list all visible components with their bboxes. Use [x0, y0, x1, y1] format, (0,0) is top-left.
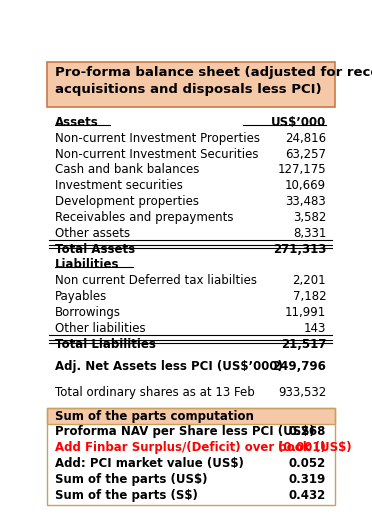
Text: Other liabilities: Other liabilities	[55, 322, 146, 335]
Text: Sum of the parts (US$): Sum of the parts (US$)	[55, 473, 208, 486]
Text: 127,175: 127,175	[278, 163, 326, 176]
Text: Sum of the parts computation: Sum of the parts computation	[55, 410, 254, 424]
Text: Total ordinary shares as at 13 Feb: Total ordinary shares as at 13 Feb	[55, 386, 255, 399]
FancyBboxPatch shape	[46, 62, 335, 107]
Text: US$’000: US$’000	[271, 116, 326, 129]
Text: Adj. Net Assets less PCI (US$’000): Adj. Net Assets less PCI (US$’000)	[55, 360, 283, 374]
Text: Proforma NAV per Share less PCI (US$): Proforma NAV per Share less PCI (US$)	[55, 426, 315, 438]
Text: 21,517: 21,517	[281, 338, 326, 351]
Text: 271,313: 271,313	[273, 243, 326, 255]
Text: 63,257: 63,257	[285, 148, 326, 160]
Text: Pro-forma balance sheet (adjusted for recent
acquisitions and disposals less PCI: Pro-forma balance sheet (adjusted for re…	[55, 66, 372, 96]
Text: 249,796: 249,796	[272, 360, 326, 374]
Text: Non current Deferred tax liabilties: Non current Deferred tax liabilties	[55, 274, 257, 287]
Text: (0.001): (0.001)	[278, 441, 326, 454]
Text: 8,331: 8,331	[293, 227, 326, 240]
Text: Liabilities: Liabilities	[55, 259, 120, 271]
Text: 2,201: 2,201	[292, 274, 326, 287]
Text: Payables: Payables	[55, 290, 108, 303]
FancyBboxPatch shape	[46, 408, 335, 424]
Text: Cash and bank balances: Cash and bank balances	[55, 163, 199, 176]
Text: 143: 143	[304, 322, 326, 335]
Text: 7,182: 7,182	[292, 290, 326, 303]
Text: 0.432: 0.432	[289, 489, 326, 502]
Text: 933,532: 933,532	[278, 386, 326, 399]
Text: 11,991: 11,991	[285, 306, 326, 319]
Text: Development properties: Development properties	[55, 195, 199, 208]
Text: 10,669: 10,669	[285, 179, 326, 192]
Text: Borrowings: Borrowings	[55, 306, 121, 319]
Text: 24,816: 24,816	[285, 132, 326, 145]
Text: 0.268: 0.268	[289, 426, 326, 438]
Text: Sum of the parts (S$): Sum of the parts (S$)	[55, 489, 198, 502]
Text: Other assets: Other assets	[55, 227, 130, 240]
Text: Add: PCI market value (US$): Add: PCI market value (US$)	[55, 457, 244, 470]
Text: Add Finbar Surplus/(Deficit) over book (US$): Add Finbar Surplus/(Deficit) over book (…	[55, 441, 352, 454]
Text: Non-current Investment Properties: Non-current Investment Properties	[55, 132, 260, 145]
Text: Investment securities: Investment securities	[55, 179, 183, 192]
Text: Receivables and prepayments: Receivables and prepayments	[55, 211, 234, 224]
Text: 0.052: 0.052	[289, 457, 326, 470]
Text: 0.319: 0.319	[289, 473, 326, 486]
Text: Total Assets: Total Assets	[55, 243, 135, 255]
Text: Non-current Investment Securities: Non-current Investment Securities	[55, 148, 259, 160]
Text: Assets: Assets	[55, 116, 99, 129]
Text: 33,483: 33,483	[285, 195, 326, 208]
Text: Total Liabilities: Total Liabilities	[55, 338, 156, 351]
Text: 3,582: 3,582	[293, 211, 326, 224]
